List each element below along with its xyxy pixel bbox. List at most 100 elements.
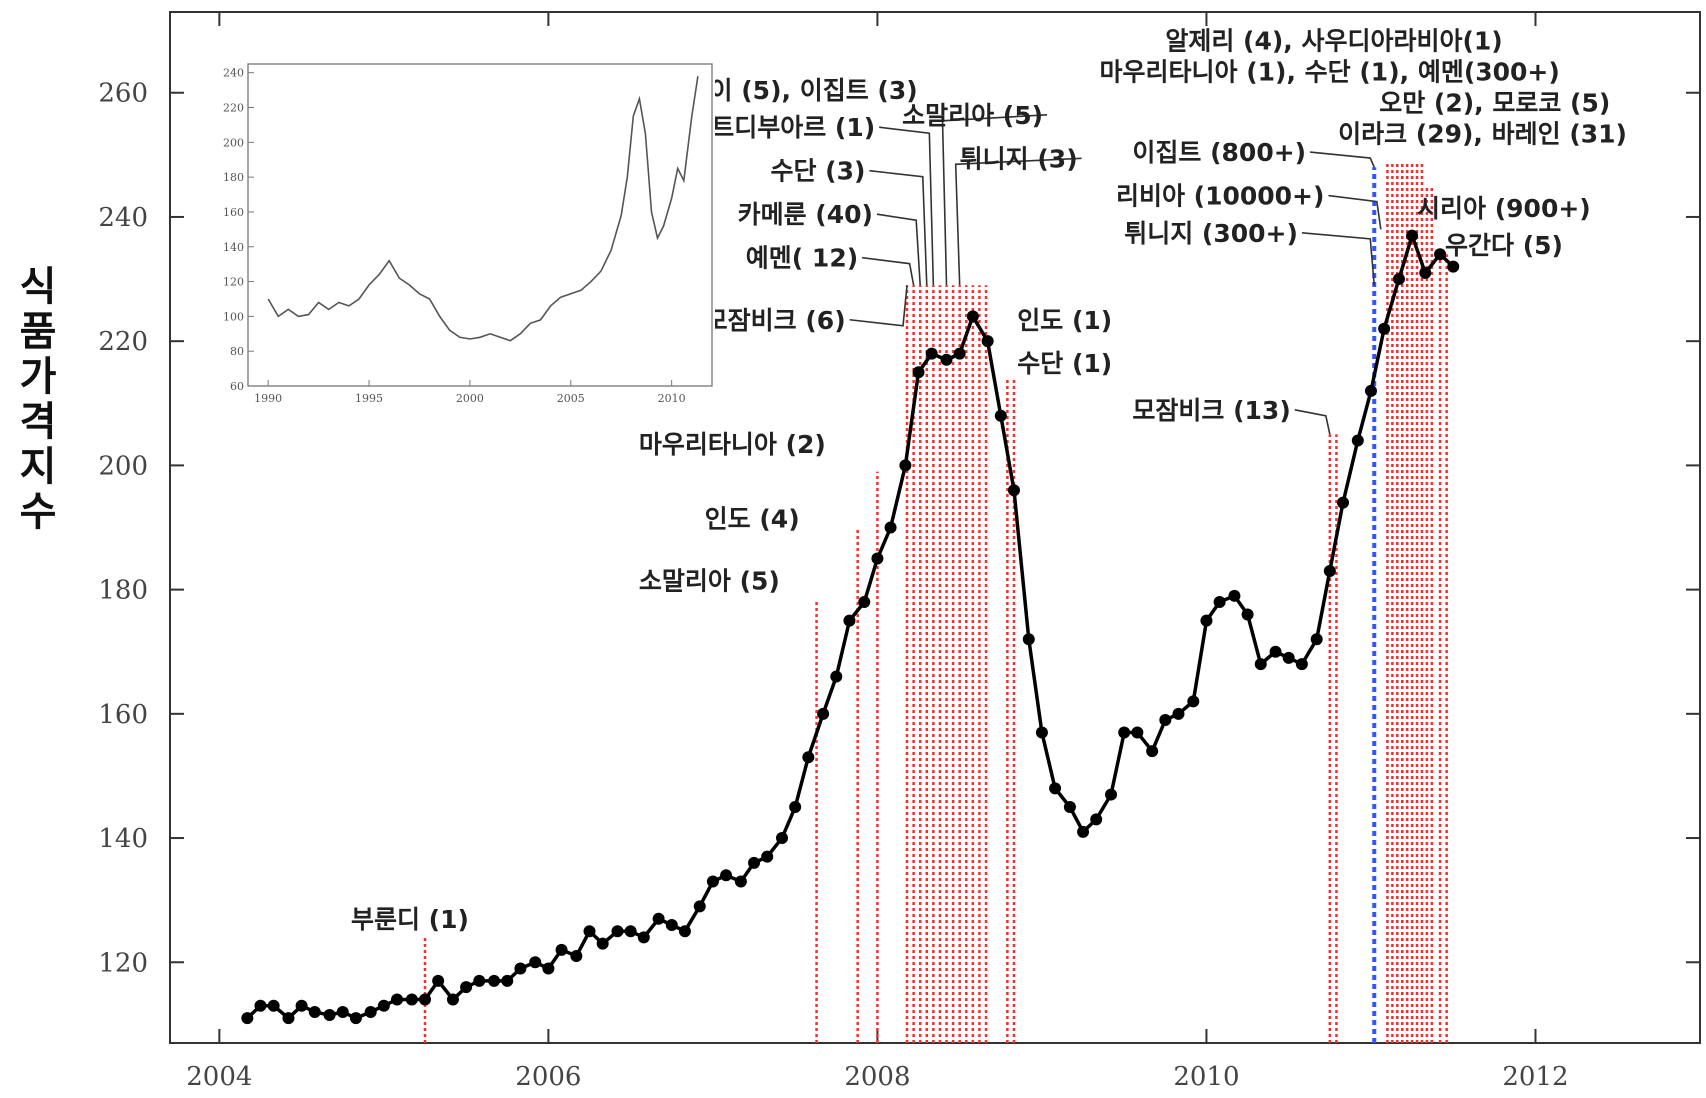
data-point [802,751,815,764]
data-point [1022,633,1035,646]
data-point [596,937,609,950]
annotation-label: 마우리타니아 (1), 수단 (1), 예멘(300+) [1100,57,1560,86]
data-point [858,596,871,609]
inset-y-tick-label: 160 [223,206,244,219]
data-point [1035,726,1048,739]
plot-border [169,11,1701,1044]
inset-y-tick-label: 60 [230,380,244,393]
data-point [267,999,280,1012]
data-point [678,925,691,938]
data-point [555,943,568,956]
annotation-label: 리비아 (10000+) [1116,182,1324,211]
annotation-label: 소말리아 (5) [639,567,780,596]
data-point [899,459,912,472]
annotation-leaders [849,113,1382,435]
annotation-leader-line [1310,151,1375,168]
data-point [1118,726,1131,739]
data-point [241,1012,254,1025]
x-tick-label: 2012 [1502,1062,1568,1092]
annotation-label: 이라크 (29), 바레인 (31) [1338,119,1627,148]
annotation-leader-line [1294,409,1331,435]
data-point [1228,589,1241,602]
data-point [953,347,966,360]
data-point [1049,782,1062,795]
inset-x-tick-label: 1990 [254,392,282,405]
data-point [570,950,583,963]
data-point [391,993,404,1006]
y-tick-label: 160 [98,700,148,730]
data-point [583,925,596,938]
data-point [405,993,418,1006]
data-point [323,1009,336,1022]
annotation-leader-line [1328,194,1382,230]
data-point [308,1005,321,1018]
annotation-leader-line [869,169,928,286]
data-point [1090,813,1103,826]
data-point [1406,229,1419,242]
data-point [473,974,486,987]
data-point [720,869,733,882]
data-point [830,670,843,683]
annotation-label: 모잠비크 (13) [1132,396,1290,425]
data-point [776,832,788,845]
annotation-label: 소말리아 (5) [902,101,1043,130]
data-point [624,925,637,938]
inset-x-tick-label: 1995 [355,392,383,405]
annotation-label: 인도 (1) [1017,306,1112,335]
annotation-leader-line [941,113,1048,286]
inset-background [245,61,715,389]
data-point [1295,658,1308,671]
riot-markers [423,161,1448,1043]
annotation-label: 코트디부아르 (1) [688,113,875,142]
y-axis-ticks: 120 140 160 180 200 220 240 260 [98,79,1700,978]
data-point [637,931,650,944]
data-point [1323,564,1336,577]
x-tick-label: 2004 [186,1062,252,1092]
annotation-leader-line [1301,232,1376,286]
data-point [1172,707,1185,720]
data-point [1392,273,1405,286]
data-point [1434,248,1447,261]
data-point [734,875,747,888]
inset-y-tick-label: 100 [223,310,244,323]
data-point [1146,745,1159,758]
data-point [748,856,761,869]
data-point [488,974,501,987]
inset-x-tick-label: 2000 [456,392,484,405]
data-point [817,707,830,720]
annotation-leader-line [954,157,1082,286]
inset-price-line [267,76,699,342]
data-point [994,409,1007,422]
annotation-label: 부룬디 (1) [351,905,469,934]
data-point [871,552,884,565]
x-tick-label: 2010 [1173,1062,1239,1092]
data-point [419,993,431,1006]
annotation-leader-line [849,285,908,327]
y-tick-label: 140 [98,824,148,854]
data-point [761,850,774,863]
data-point [884,521,897,534]
data-point [1378,322,1391,335]
data-point [1419,266,1432,279]
y-tick-label: 180 [98,576,148,606]
data-point [665,918,678,931]
data-point [446,993,459,1006]
annotation-label: 우간다 (5) [1445,231,1563,260]
data-point [1337,496,1349,509]
data-point [1077,825,1090,838]
data-point [1007,484,1020,497]
annotation-label: 카메룬 (40) [738,200,873,229]
x-tick-label: 2008 [844,1062,910,1092]
annotation-leader-line [879,126,935,286]
data-point [925,347,938,360]
data-point [652,912,665,925]
data-point [1269,645,1282,658]
data-point [432,974,445,987]
annotation-leader-line [876,213,921,286]
inset-border [247,63,713,387]
data-point [1213,596,1226,609]
inset-y-tick-label: 240 [223,67,244,80]
data-point [377,999,390,1012]
inset-x-tick-label: 2010 [658,392,686,405]
